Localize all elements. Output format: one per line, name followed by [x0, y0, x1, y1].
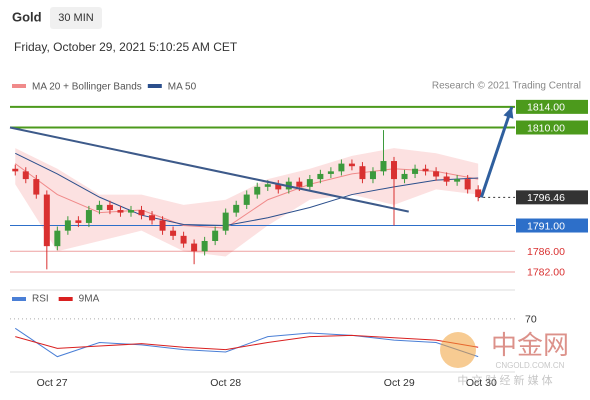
candle-body: [22, 171, 29, 180]
candle-body: [296, 181, 303, 187]
candle-body: [64, 220, 71, 231]
level-label: 1814.00: [527, 102, 565, 114]
level-label-box: [516, 218, 588, 233]
candle-body: [233, 204, 240, 213]
candle-body: [127, 210, 134, 213]
candle-body: [222, 212, 229, 231]
rsi-line: [14, 327, 479, 358]
level-label: 1810.00: [527, 122, 565, 134]
candle-body: [201, 240, 208, 252]
level-label: 1782.00: [527, 267, 565, 279]
watermark-site: CNGOLD.COM.CN: [496, 361, 565, 370]
ma-line: [14, 163, 479, 229]
candle-body: [43, 194, 50, 247]
candle-body: [254, 186, 261, 195]
timeframe[interactable]: 30 MIN: [58, 12, 94, 24]
trendline: [9, 126, 409, 213]
candle-body: [180, 235, 187, 244]
candle-body: [412, 168, 419, 174]
candle-body: [338, 163, 345, 172]
forecast-arrow: [479, 106, 514, 198]
candle-body: [138, 210, 145, 216]
candle-body: [454, 179, 461, 182]
candle-body: [75, 220, 82, 223]
watermark: 中金网 CNGOLD.COM.CN 中 文 财 经 新 媒 体: [440, 330, 569, 387]
legend-label: RSI: [32, 294, 49, 305]
candle-body: [475, 189, 482, 198]
candle-body: [243, 194, 250, 205]
legend-label: MA 50: [168, 82, 197, 93]
x-tick-label: Oct 29: [384, 377, 415, 389]
candle-body: [106, 204, 113, 211]
x-tick-label: Oct 30: [466, 377, 497, 389]
rsi-line: [15, 334, 479, 351]
level-label: 1786.00: [527, 246, 565, 258]
candle-body: [369, 171, 376, 180]
candle-body: [96, 204, 103, 211]
candle-body: [264, 184, 271, 187]
candle-body: [443, 176, 450, 182]
legend-swatch: [147, 84, 162, 88]
watermark-slogan: 中 文 财 经 新 媒 体: [457, 373, 552, 387]
candle-body: [170, 230, 177, 236]
legend-swatch: [12, 84, 26, 88]
timeframe-box[interactable]: [50, 7, 102, 29]
level-label-box: [516, 99, 588, 114]
candle-body: [159, 220, 166, 231]
candle-body: [212, 230, 219, 241]
legend-swatch: [58, 297, 73, 301]
candle-body: [348, 163, 355, 167]
ma-line: [15, 152, 479, 227]
legend-label: 9MA: [79, 294, 100, 305]
level-label: 1791.00: [527, 220, 565, 232]
arrow-head: [503, 106, 514, 119]
candle-body: [327, 171, 334, 174]
chart-title: Gold: [12, 9, 42, 24]
level-label: 1796.46: [527, 192, 565, 204]
candle-body: [191, 243, 198, 252]
legend-swatch: [12, 297, 26, 301]
level-label-box: [516, 120, 588, 135]
legend-label: MA 20 + Bollinger Bands: [32, 82, 142, 93]
candle-body: [306, 179, 313, 187]
candle-body: [275, 184, 282, 190]
candle-body: [433, 171, 440, 177]
x-tick-label: Oct 28: [210, 377, 241, 389]
candle-body: [85, 210, 92, 223]
y-tick-label: 70: [525, 314, 537, 326]
candle-body: [422, 168, 429, 172]
subtitle: Friday, October 29, 2021 5:10:25 AM CET: [14, 40, 238, 54]
watermark-logo: [440, 332, 476, 368]
candle-body: [401, 173, 408, 180]
candle-body: [54, 230, 61, 247]
watermark-brand: 中金网: [491, 330, 569, 360]
candle-body: [149, 215, 156, 221]
candle-body: [12, 168, 19, 172]
candle-body: [464, 179, 471, 190]
credit: Research © 2021 Trading Central: [432, 81, 581, 92]
candle-body: [317, 173, 324, 180]
x-tick-label: Oct 27: [37, 377, 68, 389]
candle-body: [33, 179, 40, 195]
candle-body: [380, 161, 387, 172]
candle-body: [359, 166, 366, 180]
candle-body: [391, 161, 398, 180]
level-label-box: [516, 190, 588, 205]
candle-body: [117, 210, 124, 213]
